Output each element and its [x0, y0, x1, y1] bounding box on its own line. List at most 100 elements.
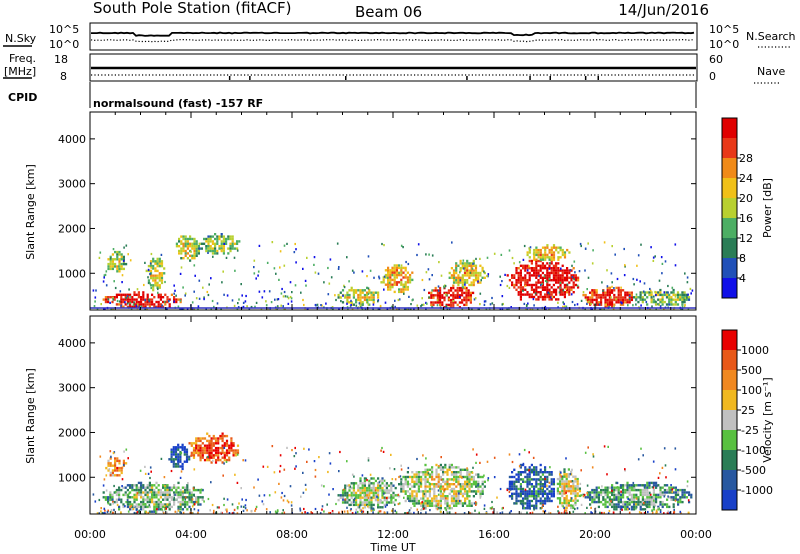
echo-cell — [617, 500, 620, 504]
echo-cell — [643, 298, 647, 301]
echo-cell — [535, 480, 538, 483]
noise-cell — [529, 512, 532, 515]
noise-cell — [128, 492, 130, 495]
echo-cell — [177, 486, 180, 489]
echo-cell — [168, 491, 171, 494]
echo-cell — [344, 486, 347, 490]
echo-cell — [122, 300, 125, 304]
echo-cell — [361, 489, 364, 492]
echo-cell — [567, 480, 570, 483]
echo-cell — [455, 475, 458, 479]
noise-cell — [376, 495, 378, 498]
echo-cell — [144, 493, 147, 497]
noise-cell — [559, 512, 561, 515]
echo-cell — [552, 490, 555, 493]
echo-cell — [535, 258, 538, 261]
noise-cell — [638, 511, 641, 514]
echo-cell — [595, 289, 598, 292]
echo-cell — [420, 502, 423, 505]
echo-cell — [572, 475, 575, 478]
noise-cell — [462, 259, 465, 262]
noise-cell — [179, 299, 182, 302]
echo-cell — [341, 301, 345, 304]
noise-cell — [140, 305, 143, 308]
echo-cell — [544, 293, 547, 296]
echo-cell — [683, 300, 686, 304]
echo-cell — [572, 283, 575, 287]
echo-cell — [160, 276, 164, 280]
noise-cell — [627, 508, 629, 511]
echo-cell — [461, 502, 464, 505]
echo-cell — [472, 259, 475, 263]
echo-cell — [468, 471, 471, 474]
echo-cell — [352, 291, 355, 294]
echo-cell — [384, 269, 387, 272]
noise-cell — [268, 494, 271, 497]
echo-cell — [668, 293, 671, 297]
cpid-label: CPID — [8, 91, 37, 104]
noise-cell — [687, 293, 689, 296]
echo-cell — [650, 498, 653, 501]
echo-cell — [393, 269, 396, 272]
echo-cell — [149, 260, 153, 263]
echo-cell — [526, 253, 529, 257]
echo-cell — [164, 493, 167, 497]
echo-cell — [153, 296, 156, 299]
noise-cell — [458, 295, 461, 299]
noise-cell — [479, 461, 481, 464]
echo-cell — [439, 286, 442, 290]
echo-cell — [368, 289, 371, 292]
echo-cell — [391, 283, 394, 286]
echo-cell — [212, 442, 215, 445]
echo-cell — [394, 494, 397, 497]
echo-cell — [450, 294, 453, 297]
echo-cell — [172, 460, 175, 463]
noise-cell — [511, 460, 514, 464]
noise-cell — [245, 294, 247, 298]
echo-cell — [173, 296, 176, 299]
noise-cell — [601, 307, 603, 311]
echo-cell — [477, 276, 480, 279]
echo-cell — [404, 480, 407, 483]
noise-cell — [400, 264, 403, 267]
echo-cell — [216, 240, 219, 243]
echo-cell — [389, 269, 392, 272]
echo-cell — [444, 463, 447, 467]
echo-cell — [363, 293, 366, 297]
velocity-echo-region-7 — [556, 468, 581, 510]
echo-cell — [162, 484, 165, 487]
noise-cell — [380, 499, 383, 502]
echo-cell — [368, 482, 371, 485]
echo-cell — [350, 496, 353, 499]
echo-cell — [115, 293, 118, 296]
echo-cell — [450, 473, 453, 476]
echo-cell — [477, 483, 480, 486]
echo-cell — [533, 258, 536, 261]
echo-cell — [526, 485, 529, 488]
echo-cell — [511, 487, 514, 491]
echo-cell — [400, 266, 403, 270]
echo-cell — [181, 486, 184, 489]
echo-cell — [533, 283, 536, 287]
noise-cell — [652, 460, 655, 463]
echo-cell — [406, 490, 409, 493]
echo-cell — [619, 303, 622, 306]
echo-cell — [118, 462, 121, 465]
echo-cell — [624, 508, 627, 511]
echo-cell — [102, 496, 105, 499]
echo-cell — [455, 478, 458, 481]
echo-cell — [404, 478, 407, 481]
echo-cell — [624, 488, 627, 492]
echo-cell — [434, 294, 437, 297]
echo-cell — [197, 488, 200, 492]
noise-cell — [283, 511, 286, 514]
echo-cell — [648, 481, 651, 485]
power-echo-region-9 — [506, 259, 580, 301]
echo-cell — [220, 240, 223, 243]
noise-cell — [526, 269, 529, 272]
echo-cell — [435, 468, 438, 471]
echo-cell — [114, 464, 117, 467]
echo-cell — [672, 496, 675, 499]
echo-cell — [524, 466, 527, 469]
echo-cell — [200, 247, 203, 250]
